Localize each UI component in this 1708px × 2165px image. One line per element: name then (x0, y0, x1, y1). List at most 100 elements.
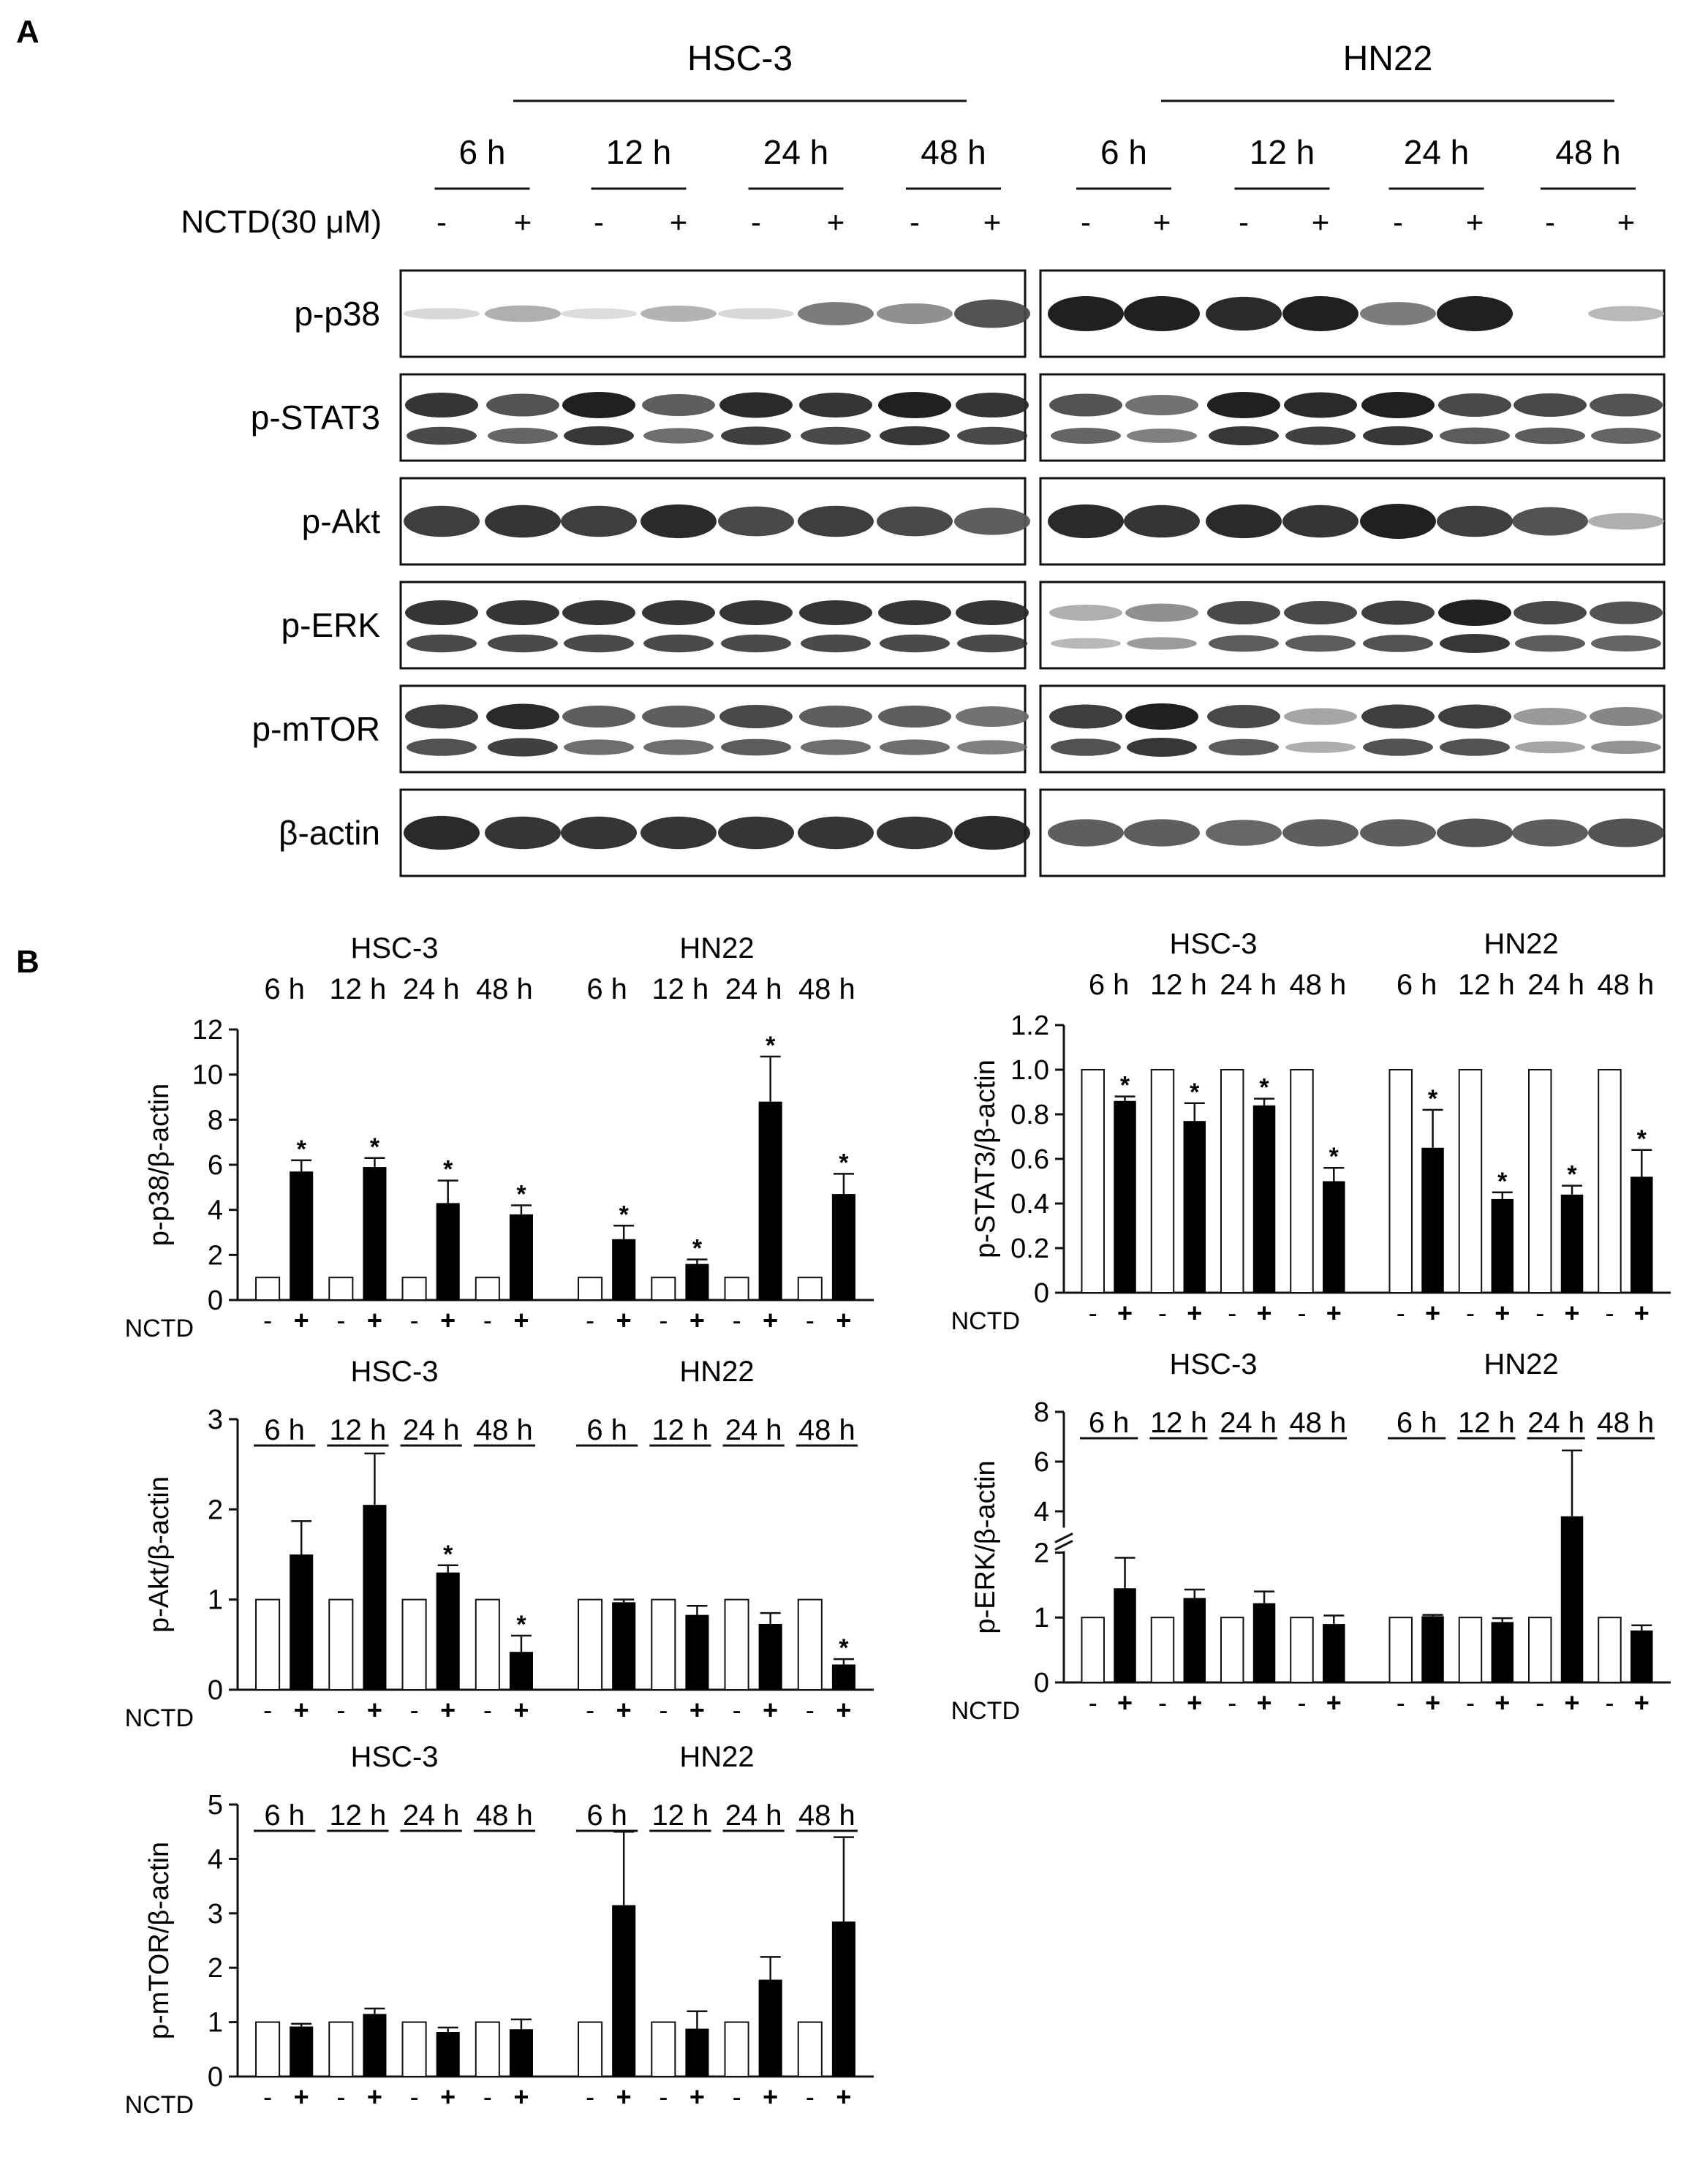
control-bar (1150, 1069, 1175, 1293)
treatment-axis-label: NCTD (951, 1307, 1020, 1335)
treated-bar (363, 1167, 387, 1300)
timepoint-label: 24 h (1527, 1407, 1584, 1439)
treatment-sign: - (594, 205, 604, 239)
blot-band (1514, 393, 1587, 417)
blot-band (1127, 738, 1197, 757)
treated-bar (1114, 1588, 1136, 1682)
blot-band (1588, 513, 1664, 530)
blot-band (405, 393, 478, 417)
blot-band (1591, 635, 1661, 651)
control-bar (578, 1598, 603, 1691)
treated-bar (1252, 1603, 1276, 1682)
treated-bar (1560, 1194, 1584, 1293)
timepoint-label: 12 h (1458, 969, 1515, 1001)
treatment-sign: - (1466, 1688, 1475, 1718)
blot-band (488, 428, 558, 444)
axis-break-mark (1054, 1533, 1073, 1544)
treatment-sign: + (367, 1695, 382, 1725)
treatment-sign: + (763, 1695, 778, 1725)
timepoint-label: 12 h (651, 973, 708, 1005)
blot-band (880, 426, 950, 445)
timepoint-label: 48 h (798, 973, 855, 1005)
treatment-sign: - (586, 1695, 594, 1725)
timepoint-label: 48 h (1555, 133, 1621, 171)
timepoint-label: 12 h (606, 133, 672, 171)
blot-band (1440, 634, 1510, 653)
treated-bar (831, 1664, 855, 1690)
blot-band (1360, 819, 1436, 847)
blot-band (561, 816, 637, 850)
timepoint-label: 48 h (921, 133, 986, 171)
protein-label: p-STAT3 (251, 398, 380, 437)
blot-band (640, 305, 717, 322)
y-axis-label: p-p38/β-actin (144, 1084, 175, 1247)
treatment-axis-label: NCTD (951, 1697, 1020, 1725)
timepoint-label: 48 h (1289, 969, 1346, 1001)
treated-bar (1323, 1181, 1345, 1293)
treatment-sign: - (263, 2082, 272, 2112)
significance-star: * (1259, 1074, 1269, 1102)
group-title: HN22 (1484, 928, 1558, 960)
treated-bar (1491, 1198, 1514, 1293)
treatment-sign: - (410, 2082, 419, 2112)
blot-band (801, 634, 871, 653)
treatment-sign: + (1153, 205, 1171, 239)
y-tick-label: 2 (208, 1495, 223, 1525)
group-title: HN22 (679, 1356, 754, 1388)
blot-band (1051, 428, 1121, 444)
blot-band (1440, 738, 1510, 756)
timepoint-label: 48 h (476, 1414, 533, 1446)
y-tick-label: 0.8 (1010, 1100, 1049, 1130)
treated-bar (1560, 1516, 1584, 1682)
group-title: HSC-3 (350, 1356, 438, 1388)
blot-band (877, 506, 953, 537)
treatment-sign: + (1494, 1688, 1510, 1718)
blot-band (880, 739, 950, 755)
group-title: HSC-3 (1169, 1348, 1257, 1380)
blot-band (643, 739, 714, 755)
treatment-sign: - (659, 1695, 668, 1725)
timepoint-label: 6 h (264, 973, 305, 1005)
control-bar (724, 2021, 749, 2078)
treatment-sign: - (1535, 1298, 1544, 1328)
blot-band (404, 505, 480, 537)
timepoint-label: 24 h (725, 973, 782, 1005)
treatment-sign: + (763, 1305, 778, 1335)
timepoint-label: 12 h (651, 1414, 708, 1446)
blot-band (486, 703, 559, 730)
treatment-sign: - (483, 2082, 492, 2112)
protein-label: p-mTOR (252, 710, 381, 748)
treated-bar (1183, 1598, 1206, 1682)
control-bar (401, 1277, 427, 1301)
treatment-sign: + (1494, 1298, 1510, 1328)
timepoint-label: 24 h (763, 133, 829, 171)
blot-band (957, 740, 1027, 755)
timepoint-label: 48 h (1289, 1407, 1346, 1439)
blot-band (1285, 741, 1356, 753)
treatment-sign: - (336, 1695, 345, 1725)
y-tick-label: 0 (208, 1675, 223, 1706)
blot-band (798, 816, 874, 850)
blot-band (1590, 707, 1663, 726)
control-bar (255, 1598, 281, 1691)
treated-bar (290, 2026, 314, 2077)
blot-band (1437, 818, 1513, 847)
treated-bar (1183, 1121, 1206, 1293)
blot-band (642, 394, 715, 416)
treated-bar (758, 1623, 782, 1690)
blot-band (877, 816, 953, 850)
treatment-sign: - (806, 1695, 815, 1725)
treatment-sign: - (1089, 1688, 1097, 1718)
blot-band (1285, 426, 1356, 445)
control-bar (475, 2021, 500, 2078)
blot-band (1515, 741, 1585, 754)
blot-frame (1039, 684, 1666, 774)
treated-bar (509, 1214, 533, 1300)
blot-frame (399, 581, 1027, 670)
control-bar (797, 1598, 823, 1691)
blot-band (1512, 819, 1588, 847)
blot-band (404, 815, 480, 850)
treatment-sign: + (294, 1695, 309, 1725)
blot-frame (399, 373, 1027, 462)
significance-star: * (1329, 1143, 1339, 1171)
